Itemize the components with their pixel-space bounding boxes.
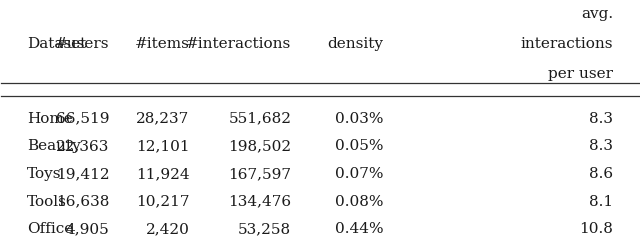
Text: Dataset: Dataset	[27, 37, 86, 51]
Text: interactions: interactions	[520, 37, 613, 51]
Text: 28,237: 28,237	[136, 112, 189, 126]
Text: #interactions: #interactions	[186, 37, 291, 51]
Text: #items: #items	[134, 37, 189, 51]
Text: 0.05%: 0.05%	[335, 139, 384, 153]
Text: Home: Home	[27, 112, 72, 126]
Text: 8.1: 8.1	[589, 195, 613, 209]
Text: 198,502: 198,502	[228, 139, 291, 153]
Text: per user: per user	[548, 67, 613, 81]
Text: #users: #users	[55, 37, 109, 51]
Text: 8.6: 8.6	[589, 167, 613, 181]
Text: density: density	[328, 37, 384, 51]
Text: 167,597: 167,597	[228, 167, 291, 181]
Text: 16,638: 16,638	[56, 195, 109, 209]
Text: 19,412: 19,412	[56, 167, 109, 181]
Text: 8.3: 8.3	[589, 139, 613, 153]
Text: Beauty: Beauty	[27, 139, 81, 153]
Text: 2,420: 2,420	[145, 222, 189, 236]
Text: avg.: avg.	[581, 7, 613, 21]
Text: 10,217: 10,217	[136, 195, 189, 209]
Text: 11,924: 11,924	[136, 167, 189, 181]
Text: 0.44%: 0.44%	[335, 222, 384, 236]
Text: 134,476: 134,476	[228, 195, 291, 209]
Text: 0.07%: 0.07%	[335, 167, 384, 181]
Text: Office: Office	[27, 222, 73, 236]
Text: 8.3: 8.3	[589, 112, 613, 126]
Text: 12,101: 12,101	[136, 139, 189, 153]
Text: 0.03%: 0.03%	[335, 112, 384, 126]
Text: Tools: Tools	[27, 195, 67, 209]
Text: 66,519: 66,519	[56, 112, 109, 126]
Text: 551,682: 551,682	[228, 112, 291, 126]
Text: 10.8: 10.8	[579, 222, 613, 236]
Text: Toys: Toys	[27, 167, 61, 181]
Text: 22,363: 22,363	[56, 139, 109, 153]
Text: 53,258: 53,258	[238, 222, 291, 236]
Text: 0.08%: 0.08%	[335, 195, 384, 209]
Text: 4,905: 4,905	[66, 222, 109, 236]
